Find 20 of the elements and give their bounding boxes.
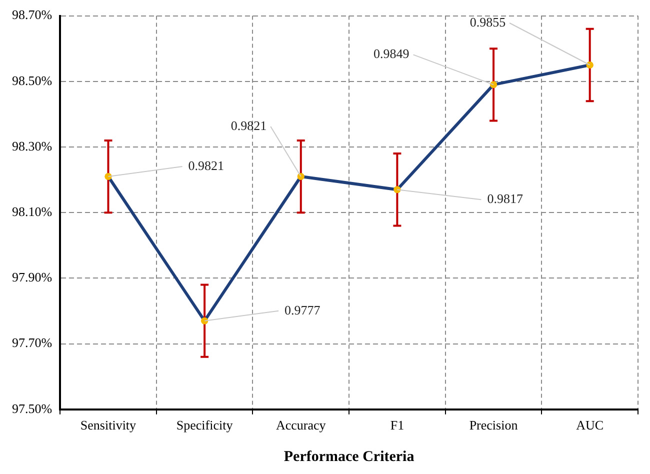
- y-tick-label: 97.50%: [12, 400, 52, 416]
- annotation: 0.9821: [230, 118, 267, 133]
- x-tick-label: Accuracy: [276, 418, 326, 433]
- annotation: 0.9817: [487, 191, 524, 206]
- x-tick-label: Specificity: [176, 418, 234, 433]
- x-tick-label: F1: [390, 418, 404, 433]
- y-tick-label: 97.90%: [12, 270, 52, 285]
- annotation: 0.9849: [374, 46, 410, 62]
- x-axis-title: Performace Criteria: [284, 448, 415, 465]
- annotation: 0.9821: [188, 158, 224, 173]
- annotation: 0.9855: [470, 14, 506, 30]
- y-tick-label: 98.70%: [12, 7, 52, 22]
- y-tick-label: 98.10%: [12, 204, 52, 220]
- y-tick-label: 98.30%: [12, 138, 52, 154]
- y-tick-label: 98.50%: [12, 72, 52, 88]
- x-tick-label: AUC: [576, 418, 604, 433]
- y-tick-label: 97.70%: [12, 335, 52, 350]
- x-tick-label: Precision: [469, 418, 518, 433]
- annotation: 0.9777: [284, 302, 321, 318]
- x-tick-label: Sensitivity: [80, 418, 137, 433]
